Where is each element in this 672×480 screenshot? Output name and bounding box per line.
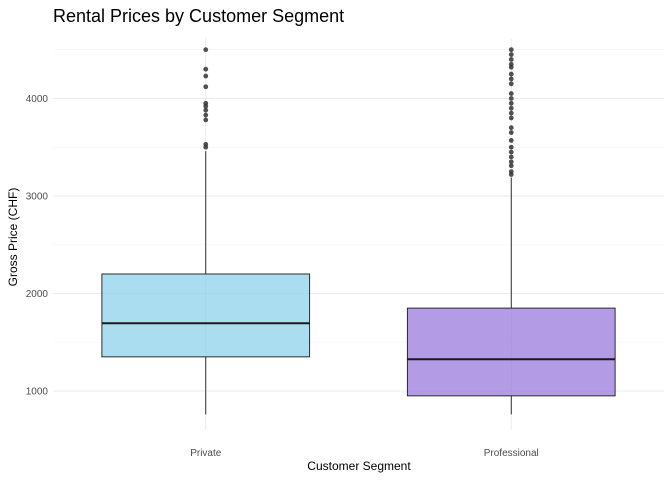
- outlier-point: [508, 100, 514, 106]
- outlier-point: [203, 66, 209, 72]
- outlier-point: [508, 115, 514, 121]
- outlier-point: [508, 125, 514, 131]
- iqr-box: [406, 307, 616, 397]
- outlier-point: [508, 163, 514, 169]
- outlier-point: [508, 61, 514, 67]
- outlier-point: [508, 52, 514, 57]
- outlier-point: [203, 73, 209, 79]
- y-tick-label: 1000: [26, 386, 49, 397]
- outlier-point: [508, 47, 514, 53]
- outlier-point: [203, 84, 209, 90]
- outlier-point: [203, 141, 209, 147]
- outlier-point: [203, 117, 209, 123]
- outlier-point: [508, 71, 514, 77]
- x-axis-ticks: Private Professional: [190, 448, 539, 459]
- outlier-point: [508, 137, 514, 143]
- iqr-box: [101, 273, 311, 358]
- outlier-point: [508, 81, 514, 87]
- y-tick-label: 2000: [26, 289, 49, 300]
- boxes: [101, 47, 616, 415]
- outlier-point: [508, 96, 514, 101]
- outlier-point: [203, 47, 209, 53]
- outlier-point: [508, 149, 514, 155]
- chart-title: Rental Prices by Customer Segment: [53, 6, 344, 26]
- outlier-point: [508, 159, 514, 165]
- y-axis-ticks: 1000 2000 3000 4000: [26, 94, 49, 398]
- outlier-point: [508, 154, 514, 160]
- outlier-point: [508, 105, 514, 111]
- outlier-point: [203, 107, 209, 113]
- outlier-point: [508, 130, 514, 135]
- x-axis-title: Customer Segment: [307, 459, 411, 473]
- y-axis-title: Gross Price (CHF): [6, 188, 20, 287]
- box-private: [101, 47, 311, 415]
- y-tick-label: 3000: [26, 191, 49, 202]
- outlier-point: [203, 112, 209, 118]
- box-professional: [406, 47, 616, 415]
- x-tick-label: Professional: [484, 448, 539, 459]
- outlier-point: [508, 144, 514, 150]
- outlier-point: [508, 110, 514, 116]
- x-tick-label: Private: [190, 448, 222, 459]
- outlier-point: [508, 57, 514, 62]
- outlier-point: [508, 91, 514, 96]
- y-tick-label: 4000: [26, 94, 49, 105]
- outlier-point: [508, 169, 514, 174]
- outlier-point: [203, 100, 209, 106]
- outlier-point: [508, 76, 514, 82]
